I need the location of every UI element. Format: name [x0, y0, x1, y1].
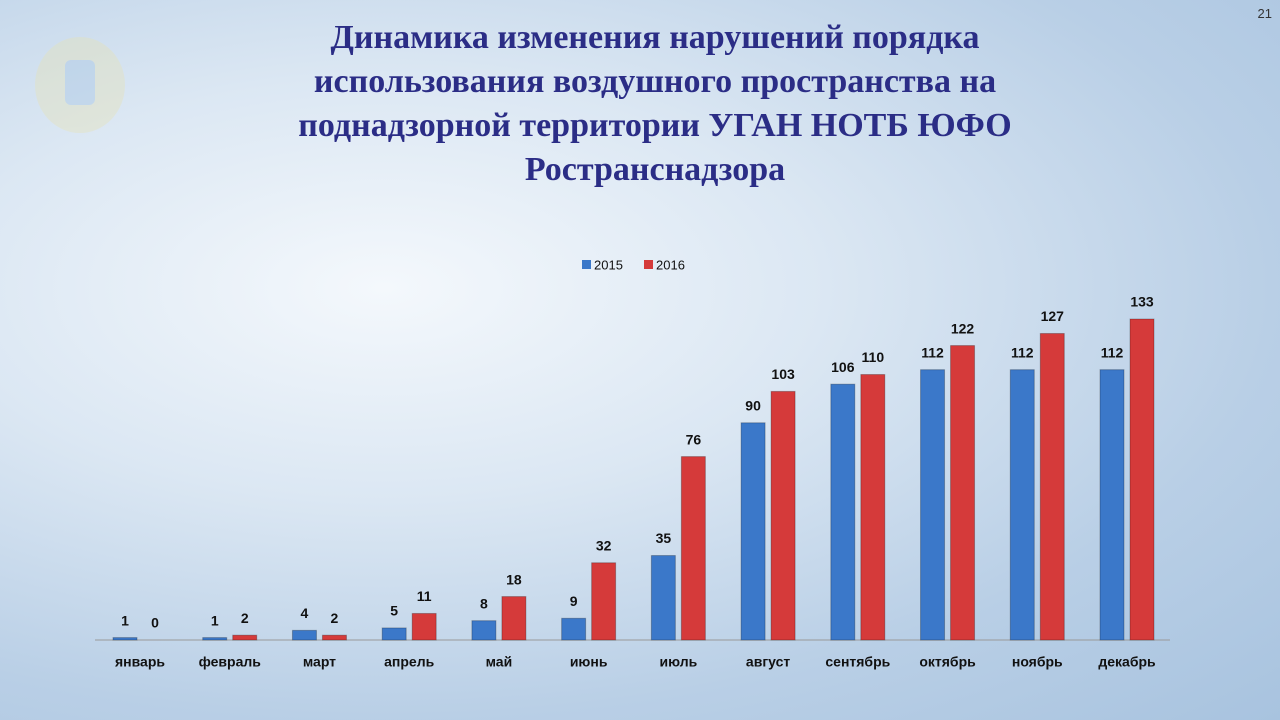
- value-label: 122: [951, 320, 975, 336]
- bar: [291, 629, 317, 641]
- x-tick-label: май: [486, 654, 513, 670]
- value-label: 106: [831, 359, 855, 375]
- value-label: 32: [596, 537, 612, 553]
- bar: [860, 374, 886, 641]
- value-label: 5: [390, 603, 398, 619]
- bar: [770, 390, 796, 641]
- legend-swatch: [582, 260, 591, 269]
- slide-number: 21: [1257, 6, 1272, 21]
- legend-label: 2015: [594, 257, 623, 272]
- value-label: 112: [1101, 344, 1124, 360]
- value-label: 133: [1130, 294, 1154, 310]
- bar: [740, 422, 766, 641]
- value-label: 4: [301, 605, 309, 621]
- bar: [950, 345, 976, 641]
- value-label: 9: [570, 593, 578, 609]
- bar: [830, 383, 856, 641]
- x-tick-label: ноябрь: [1012, 654, 1063, 670]
- bar: [591, 562, 617, 641]
- value-label: 1: [211, 612, 219, 628]
- emblem: [35, 37, 125, 133]
- value-label: 8: [480, 595, 488, 611]
- x-tick-label: март: [303, 654, 336, 670]
- x-tick-label: август: [746, 654, 790, 670]
- bar: [381, 627, 407, 641]
- bar: [1039, 332, 1065, 641]
- value-label: 11: [417, 588, 432, 604]
- bar: [680, 456, 706, 641]
- value-label: 112: [1011, 344, 1034, 360]
- value-label: 110: [862, 349, 885, 365]
- bar: [920, 369, 946, 641]
- x-tick-label: октябрь: [919, 654, 976, 670]
- value-label: 103: [771, 366, 795, 382]
- x-tick-label: февраль: [199, 654, 262, 670]
- x-tick-label: июнь: [570, 654, 608, 670]
- value-label: 127: [1041, 308, 1065, 324]
- value-label: 90: [745, 397, 761, 413]
- value-label: 112: [921, 344, 944, 360]
- bar: [501, 596, 527, 641]
- value-label: 18: [506, 571, 522, 587]
- legend-label: 2016: [656, 257, 685, 272]
- bar: [112, 637, 138, 641]
- legend-swatch: [644, 260, 653, 269]
- bar: [650, 555, 676, 641]
- bar: [1099, 369, 1125, 641]
- chart-title: Динамика изменения нарушений порядка исп…: [298, 19, 1012, 188]
- x-tick-label: январь: [115, 654, 165, 670]
- value-label: 2: [241, 610, 249, 626]
- bar: [202, 637, 228, 641]
- value-label: 0: [151, 615, 159, 631]
- x-tick-label: июль: [660, 654, 698, 670]
- bar: [411, 612, 437, 641]
- x-tick-label: декабрь: [1098, 654, 1156, 670]
- value-label: 76: [686, 431, 702, 447]
- bar: [471, 620, 497, 641]
- value-label: 2: [331, 610, 339, 626]
- value-label: 1: [121, 612, 129, 628]
- bar: [321, 634, 347, 641]
- value-label: 35: [656, 530, 672, 546]
- bar: [232, 634, 258, 641]
- x-tick-label: апрель: [384, 654, 434, 670]
- bar: [1129, 318, 1155, 641]
- bar: [561, 617, 587, 641]
- bar: [1009, 369, 1035, 641]
- x-tick-label: сентябрь: [825, 654, 890, 670]
